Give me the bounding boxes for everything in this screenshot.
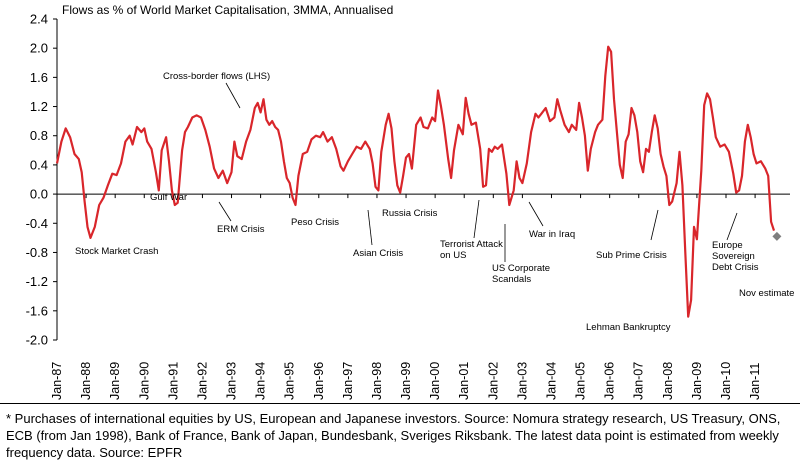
x-axis: Jan-87 Jan-88 Jan-89 Jan-90 Jan-91 Jan-92 Jan-… (50, 193, 790, 400)
y-tick-label: -2.0 (26, 333, 48, 348)
annotation-label: Lehman Bankruptcy (586, 322, 671, 333)
x-tick-label: Jan-04 (544, 362, 558, 400)
y-tick-label: -1.2 (26, 274, 48, 289)
annotation-label: Peso Crisis (291, 217, 339, 228)
chart-subtitle: Flows as % of World Market Capitalisatio… (62, 3, 393, 17)
footnote: * Purchases of international equities by… (6, 411, 781, 460)
x-tick-label: Jan-03 (515, 362, 529, 400)
annotation-label: Nov estimate (739, 288, 794, 299)
x-tick-label: Jan-01 (457, 362, 471, 400)
y-tick-label: 0.8 (30, 128, 48, 143)
annotation-pointer (473, 199, 480, 239)
x-tick-label: Jan-91 (166, 362, 180, 400)
x-tick-label: Jan-08 (661, 362, 675, 400)
x-tick-label: Jan-97 (341, 362, 355, 400)
footnote-divider (0, 403, 800, 404)
x-tick-label: Jan-92 (195, 362, 209, 400)
annotation-label: War in Iraq (529, 229, 575, 240)
annotation-label: ERM Crisis (217, 224, 265, 235)
x-tick-label: Jan-06 (603, 362, 617, 400)
y-tick-label: 1.6 (30, 70, 48, 85)
x-tick-label: Jan-93 (225, 362, 239, 400)
y-tick-label: -1.6 (26, 303, 48, 318)
x-tick-label: Jan-09 (690, 362, 704, 400)
x-tick-label: Jan-10 (719, 362, 733, 400)
x-tick-label: Jan-02 (486, 362, 500, 400)
x-tick-label: Jan-95 (283, 362, 297, 400)
x-tick-label: Jan-87 (50, 362, 64, 400)
x-tick-label: Jan-98 (370, 362, 384, 400)
annotation-label: Asian Crisis (353, 248, 403, 259)
annotation-pointer (650, 209, 659, 241)
annotation-label: US Corporate Scandals (492, 263, 550, 285)
annotation-label: Sub Prime Crisis (596, 250, 667, 261)
x-tick-label: Jan-00 (428, 362, 442, 400)
annotation-label: Russia Crisis (382, 208, 438, 219)
y-tick-label: 2.0 (30, 41, 48, 56)
y-tick-label: 1.2 (30, 99, 48, 114)
series-line (55, 45, 776, 318)
y-axis: 2.4 2.0 1.6 1.2 0.8 0.4 0.0 -0.4 -0.8 -1.2 -1.6 -2.… (26, 12, 58, 348)
x-tick-label: Jan-94 (254, 362, 268, 400)
annotation-label: Gulf War (150, 192, 187, 203)
annotation-label: Europe Sovereign Debt Crisis (712, 240, 759, 273)
y-tick-label: 0.4 (30, 157, 48, 172)
x-tick-label: Jan-96 (312, 362, 326, 400)
annotation-label: Terrorist Attack on US (440, 239, 503, 261)
x-tick-label: Jan-07 (632, 362, 646, 400)
annotations-layer: Cross-border flows (LHS) Stock Market Cra… (75, 71, 794, 333)
annotation-label: Cross-border flows (LHS) (163, 71, 270, 82)
y-tick-label: -0.4 (26, 216, 48, 231)
x-tick-label: Jan-90 (137, 362, 151, 400)
annotation-pointer (225, 82, 241, 109)
estimate-point (772, 231, 782, 241)
x-tick-label: Jan-89 (108, 362, 122, 400)
series-layer (55, 45, 782, 318)
x-tick-label: Jan-05 (574, 362, 588, 400)
annotation-label: Stock Market Crash (75, 246, 158, 257)
y-tick-label: -0.8 (26, 245, 48, 260)
y-tick-label: 2.4 (30, 12, 48, 27)
x-tick-label: Jan-99 (399, 362, 413, 400)
annotation-pointer (218, 201, 232, 222)
annotation-pointer (726, 212, 738, 241)
annotation-pointer (528, 201, 544, 227)
x-tick-label: Jan-88 (79, 362, 93, 400)
flows-line-chart: Flows as % of World Market Capitalisatio… (26, 3, 795, 400)
x-tick-label: Jan-11 (748, 363, 762, 400)
y-tick-label: 0.0 (30, 187, 48, 202)
annotation-pointer (367, 209, 373, 246)
